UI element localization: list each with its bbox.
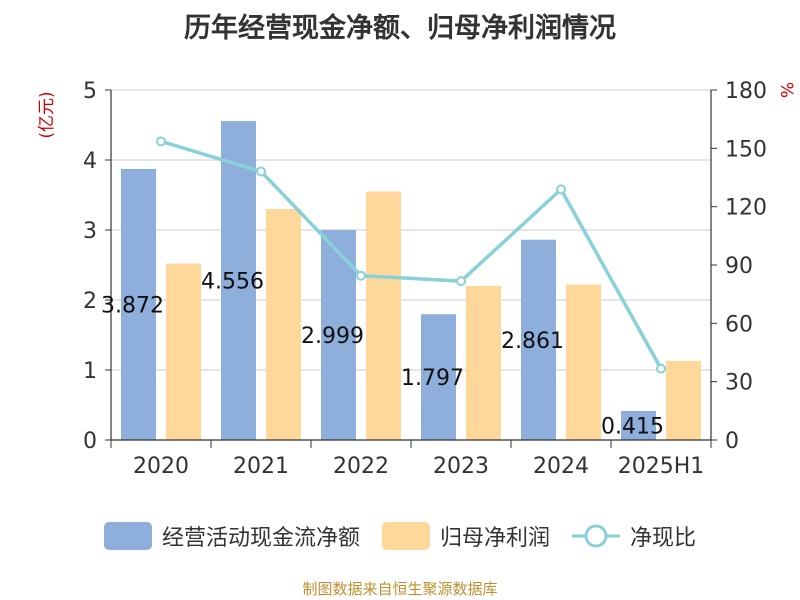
legend-item-net-profit[interactable]: 归母净利润: [381, 520, 550, 552]
source-note: 制图数据来自恒生聚源数据库: [302, 580, 498, 598]
bar-net-profit: [566, 284, 601, 440]
legend-line-marker-icon: [572, 524, 620, 548]
legend-item-cashflow[interactable]: 经营活动现金流净额: [103, 520, 360, 552]
ratio-point: [656, 363, 666, 374]
x-tick-label: 2024: [533, 454, 589, 479]
bar-cashflow: [621, 410, 656, 440]
legend-swatch-cashflow: [103, 522, 152, 550]
legend-label-cashflow: 经营活动现金流净额: [161, 526, 360, 551]
legend-label-ratio: 净现比: [630, 526, 697, 551]
bar-net-profit: [366, 191, 401, 440]
x-tick-label: 2025H1: [618, 454, 705, 479]
x-tick-label: 2022: [333, 454, 389, 479]
y-right-tick-label: 60: [725, 312, 753, 337]
y-left-tick-label: 3: [83, 219, 97, 244]
ratio-line-layer: [156, 136, 666, 374]
y-right-unit-label: %: [776, 82, 796, 98]
data-label-cashflow: 0.415: [601, 414, 664, 439]
ratio-point: [556, 184, 566, 195]
ratio-point: [256, 166, 266, 177]
legend: 经营活动现金流净额 归母净利润 净现比: [0, 516, 800, 556]
axes: 0 1 2 3 4 5 0 30 60 90 120 150 180 (亿元)% 2020 2021 2022 2…: [37, 79, 796, 479]
chart-title: 历年经营现金净额、归母净利润情况: [184, 13, 616, 44]
data-label-cashflow: 2.861: [501, 329, 564, 354]
legend-label-net-profit: 归母净利润: [439, 526, 550, 551]
bar-cashflow: [521, 239, 556, 440]
data-label-cashflow: 3.872: [101, 293, 164, 318]
ratio-point: [356, 270, 366, 281]
gridlines: [111, 89, 711, 371]
bars: [121, 121, 701, 440]
bar-cashflow: [121, 168, 156, 440]
data-labels: 3.872 4.556 2.999 1.797 2.861 0.415: [101, 270, 664, 440]
data-label-cashflow: 1.797: [401, 366, 464, 391]
ratio-point: [156, 136, 166, 147]
y-right-tick-label: 30: [725, 371, 753, 396]
bar-cashflow: [221, 121, 256, 440]
x-tick-label: 2023: [433, 454, 489, 479]
bar-cashflow: [421, 314, 456, 440]
y-left-tick-label: 4: [83, 149, 97, 174]
y-right-tick-label: 90: [725, 254, 753, 279]
ratio-line: [160, 139, 663, 370]
y-left-tick-label: 5: [83, 79, 97, 104]
y-right-tick-label: 180: [725, 79, 767, 104]
legend-swatch-net-profit: [381, 522, 430, 550]
bar-net-profit: [666, 360, 701, 440]
bar-net-profit: [166, 263, 201, 440]
y-left-unit-label: (亿元): [37, 91, 57, 138]
y-left-tick-label: 2: [83, 289, 97, 314]
legend-item-ratio[interactable]: 净现比: [572, 520, 696, 552]
y-right-tick-label: 150: [725, 137, 767, 162]
ratio-point: [456, 276, 466, 287]
data-label-cashflow: 2.999: [301, 324, 364, 349]
x-tick-label: 2021: [233, 454, 289, 479]
x-tick-label: 2020: [133, 454, 189, 479]
y-right-tick-label: 120: [725, 196, 767, 221]
y-right-tick-label: 0: [725, 429, 739, 454]
y-left-tick-label: 1: [83, 359, 97, 384]
bar-net-profit: [466, 286, 501, 440]
y-left-tick-label: 0: [83, 429, 97, 454]
bar-net-profit: [266, 209, 301, 440]
data-label-cashflow: 4.556: [201, 270, 264, 295]
